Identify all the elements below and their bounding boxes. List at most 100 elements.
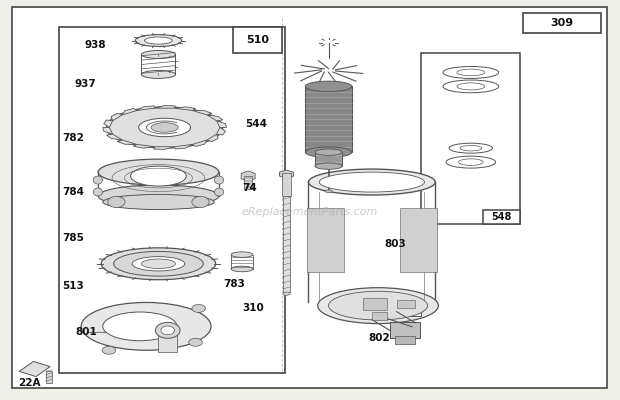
Ellipse shape bbox=[460, 146, 482, 151]
Polygon shape bbox=[19, 362, 50, 376]
Ellipse shape bbox=[192, 196, 209, 208]
Ellipse shape bbox=[325, 190, 332, 192]
Bar bbox=[363, 298, 388, 310]
Ellipse shape bbox=[108, 196, 125, 208]
Ellipse shape bbox=[319, 172, 425, 192]
Polygon shape bbox=[174, 144, 192, 149]
Polygon shape bbox=[104, 120, 113, 128]
Ellipse shape bbox=[457, 83, 485, 90]
Bar bbox=[159, 332, 177, 352]
Ellipse shape bbox=[315, 163, 342, 169]
Ellipse shape bbox=[144, 37, 172, 44]
Ellipse shape bbox=[215, 188, 224, 196]
Ellipse shape bbox=[443, 80, 498, 93]
Text: 783: 783 bbox=[223, 279, 246, 289]
Bar bbox=[315, 152, 342, 166]
Polygon shape bbox=[154, 147, 174, 149]
Ellipse shape bbox=[446, 156, 495, 168]
Bar bbox=[400, 208, 437, 272]
Ellipse shape bbox=[458, 159, 483, 166]
Bar bbox=[391, 322, 420, 338]
Ellipse shape bbox=[135, 34, 182, 46]
Polygon shape bbox=[216, 121, 226, 128]
Polygon shape bbox=[137, 106, 155, 110]
Text: 938: 938 bbox=[84, 40, 106, 50]
Text: 22A: 22A bbox=[18, 378, 40, 388]
Text: 309: 309 bbox=[551, 18, 574, 28]
Ellipse shape bbox=[306, 147, 352, 157]
Bar bbox=[283, 196, 290, 292]
Ellipse shape bbox=[139, 118, 190, 137]
Text: 785: 785 bbox=[63, 233, 84, 243]
Ellipse shape bbox=[317, 288, 438, 324]
Ellipse shape bbox=[156, 322, 180, 338]
Polygon shape bbox=[111, 113, 122, 121]
Bar bbox=[396, 336, 415, 344]
Ellipse shape bbox=[283, 292, 290, 295]
Polygon shape bbox=[192, 140, 207, 146]
Ellipse shape bbox=[113, 252, 203, 276]
Ellipse shape bbox=[188, 338, 202, 346]
Ellipse shape bbox=[93, 176, 102, 184]
Polygon shape bbox=[207, 115, 223, 121]
Ellipse shape bbox=[141, 259, 175, 268]
Ellipse shape bbox=[141, 50, 175, 58]
Polygon shape bbox=[107, 134, 122, 140]
Bar bbox=[397, 300, 415, 308]
Ellipse shape bbox=[98, 159, 219, 185]
Bar bbox=[306, 86, 352, 152]
Ellipse shape bbox=[141, 70, 175, 78]
Polygon shape bbox=[103, 128, 113, 134]
Polygon shape bbox=[174, 107, 195, 110]
Text: 510: 510 bbox=[246, 34, 269, 44]
Ellipse shape bbox=[131, 166, 186, 186]
Ellipse shape bbox=[449, 143, 492, 153]
Polygon shape bbox=[280, 170, 293, 178]
Ellipse shape bbox=[103, 312, 177, 341]
Bar bbox=[483, 210, 520, 224]
Bar bbox=[282, 173, 291, 196]
Ellipse shape bbox=[102, 346, 116, 354]
Ellipse shape bbox=[151, 123, 178, 132]
Ellipse shape bbox=[443, 66, 498, 78]
Text: 74: 74 bbox=[242, 183, 257, 193]
Ellipse shape bbox=[161, 326, 174, 335]
Ellipse shape bbox=[329, 291, 428, 320]
Polygon shape bbox=[134, 144, 155, 148]
Text: eReplacementParts.com: eReplacementParts.com bbox=[242, 207, 378, 217]
Ellipse shape bbox=[98, 185, 219, 207]
Bar bbox=[388, 298, 422, 316]
Polygon shape bbox=[117, 140, 137, 144]
Ellipse shape bbox=[315, 149, 342, 155]
Text: 802: 802 bbox=[369, 332, 391, 342]
Ellipse shape bbox=[231, 252, 253, 258]
Ellipse shape bbox=[103, 194, 214, 210]
Ellipse shape bbox=[132, 257, 185, 271]
Polygon shape bbox=[241, 171, 255, 181]
Bar bbox=[307, 208, 344, 272]
Polygon shape bbox=[155, 106, 175, 108]
Text: 803: 803 bbox=[384, 239, 406, 249]
Ellipse shape bbox=[107, 107, 223, 148]
Ellipse shape bbox=[231, 266, 253, 272]
Ellipse shape bbox=[306, 81, 352, 92]
Ellipse shape bbox=[81, 302, 211, 350]
Bar bbox=[422, 52, 520, 224]
Text: 784: 784 bbox=[63, 187, 84, 197]
Ellipse shape bbox=[93, 188, 102, 196]
Text: 513: 513 bbox=[63, 281, 84, 291]
Bar bbox=[372, 312, 388, 320]
Ellipse shape bbox=[192, 304, 205, 312]
Ellipse shape bbox=[309, 169, 435, 195]
Bar bbox=[46, 371, 52, 382]
Text: 937: 937 bbox=[75, 80, 97, 90]
Text: 801: 801 bbox=[75, 326, 97, 336]
Polygon shape bbox=[192, 110, 212, 115]
Ellipse shape bbox=[457, 69, 485, 76]
Bar bbox=[244, 176, 252, 189]
Bar bbox=[60, 27, 285, 373]
Ellipse shape bbox=[215, 176, 224, 184]
Bar bbox=[232, 27, 282, 52]
Text: 544: 544 bbox=[245, 119, 267, 129]
Polygon shape bbox=[207, 134, 218, 142]
